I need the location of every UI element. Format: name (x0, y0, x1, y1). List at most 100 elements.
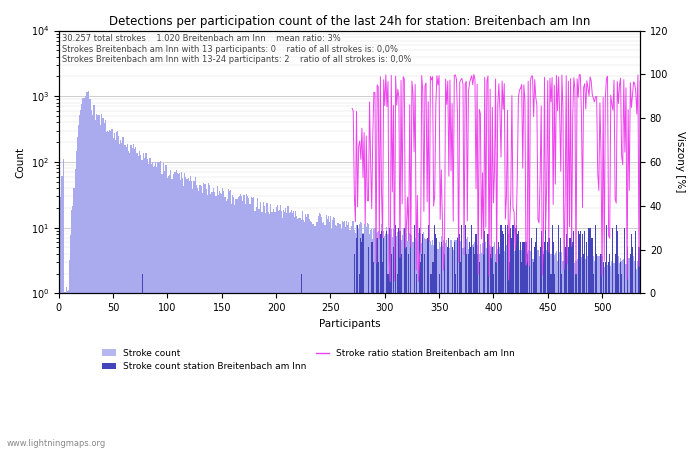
Bar (578, 231, 579, 450)
Bar (592, 238, 593, 450)
Bar (158, 162, 160, 450)
Bar (578, 267, 579, 450)
Bar (436, 238, 438, 450)
Bar (381, 224, 382, 450)
Bar (102, 117, 103, 450)
Bar (467, 237, 468, 450)
Bar (534, 256, 536, 450)
Bar (613, 293, 615, 450)
Bar (310, 220, 312, 450)
Bar (512, 225, 514, 450)
Bar (316, 222, 317, 450)
Bar (354, 230, 355, 450)
Stroke ratio station Breitenbach am Inn (410, 149, 419, 154)
Bar (128, 151, 129, 450)
Bar (635, 231, 636, 450)
Bar (459, 234, 461, 450)
Bar (502, 231, 503, 450)
Bar (258, 209, 259, 450)
Bar (377, 238, 378, 450)
Bar (562, 261, 564, 450)
Bar (361, 223, 363, 450)
Bar (193, 181, 194, 450)
Bar (477, 241, 479, 450)
Bar (511, 238, 512, 450)
Bar (346, 221, 347, 450)
Bar (514, 228, 516, 450)
Bar (420, 262, 421, 450)
Bar (522, 242, 524, 450)
Bar (286, 213, 288, 450)
Bar (618, 274, 619, 450)
Bar (512, 251, 514, 450)
Bar (188, 181, 190, 450)
Bar (459, 243, 461, 450)
Bar (608, 262, 609, 450)
Bar (197, 188, 198, 450)
Bar (90, 99, 91, 450)
Bar (575, 261, 577, 450)
Bar (105, 121, 106, 450)
Bar (127, 144, 128, 450)
Bar (184, 173, 186, 450)
Bar (443, 293, 444, 450)
Bar (99, 125, 101, 450)
Bar (87, 93, 88, 450)
Bar (568, 248, 569, 450)
Bar (575, 274, 577, 450)
Bar (519, 250, 520, 450)
Bar (380, 236, 381, 450)
Bar (143, 153, 144, 450)
Bar (405, 239, 406, 450)
Bar (570, 238, 571, 450)
Bar (495, 254, 496, 450)
Bar (487, 248, 489, 450)
Bar (284, 212, 286, 450)
Bar (496, 228, 497, 450)
Bar (119, 144, 120, 450)
Bar (304, 222, 305, 450)
Bar (522, 260, 524, 450)
Bar (481, 253, 482, 450)
Bar (262, 202, 264, 450)
Bar (430, 274, 431, 450)
Bar (492, 250, 493, 450)
Bar (569, 266, 570, 450)
Bar (432, 240, 433, 450)
Bar (579, 234, 580, 450)
Bar (494, 293, 495, 450)
Bar (269, 214, 270, 450)
Bar (108, 132, 109, 450)
Bar (88, 91, 89, 450)
Bar (314, 225, 315, 450)
Bar (176, 173, 178, 450)
Bar (141, 160, 142, 450)
Bar (96, 113, 97, 450)
Bar (140, 155, 141, 450)
Bar (446, 293, 447, 450)
Bar (95, 120, 96, 450)
Bar (465, 248, 466, 450)
Bar (318, 216, 319, 450)
Bar (281, 211, 282, 450)
Bar (595, 225, 596, 450)
Bar (254, 211, 255, 450)
Y-axis label: Viszony [%]: Viszony [%] (675, 131, 685, 193)
Bar (217, 186, 218, 450)
Bar (74, 169, 76, 450)
Bar (404, 228, 405, 450)
Bar (428, 225, 429, 450)
Bar (306, 217, 307, 450)
Bar (80, 110, 81, 450)
Bar (148, 164, 150, 450)
Bar (533, 262, 534, 450)
Bar (266, 203, 267, 450)
Bar (446, 240, 447, 450)
Bar (410, 234, 412, 450)
Bar (133, 144, 134, 450)
Bar (480, 244, 481, 450)
Bar (142, 160, 143, 450)
Bar (386, 231, 388, 450)
Bar (475, 249, 477, 450)
Bar (201, 186, 202, 450)
